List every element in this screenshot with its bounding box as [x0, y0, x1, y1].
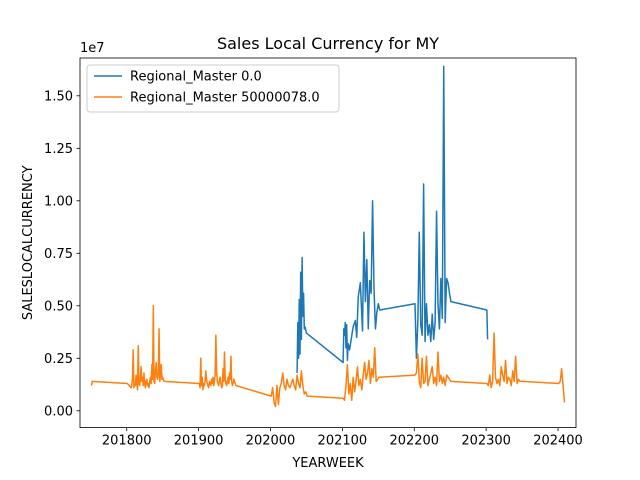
- x-tick-label: 202300: [461, 434, 511, 449]
- series-layer: [90, 65, 566, 408]
- legend-label-0: Regional_Master 0.0: [130, 70, 262, 85]
- x-tick-label: 202200: [389, 434, 439, 449]
- series-line-0: [296, 65, 489, 374]
- x-tick-label: 201800: [102, 434, 152, 449]
- y-axis-offset-label: 1e7: [80, 41, 105, 56]
- plot-frame: [79, 57, 577, 429]
- y-axis-label: SALESLOCALCURRENCY: [21, 165, 36, 320]
- x-axis-label: YEARWEEK: [291, 456, 364, 471]
- y-tick-label: 1.25: [44, 142, 73, 157]
- y-tick-label: 1.50: [44, 89, 73, 104]
- y-tick-label: 1.00: [44, 194, 73, 209]
- y-tick-label: 0.00: [44, 404, 73, 419]
- series-line-1: [90, 305, 566, 408]
- legend-box: [86, 64, 340, 113]
- chart-title: Sales Local Currency for MY: [217, 34, 439, 53]
- x-tick-label: 202100: [318, 434, 368, 449]
- y-tick-label: 0.75: [44, 247, 73, 262]
- x-tick-label: 202400: [533, 434, 583, 449]
- x-tick-label: 201900: [174, 434, 224, 449]
- x-tick-label: 202000: [246, 434, 296, 449]
- y-axis: 0.00 0.25 0.50 0.75 1.00 1.25 1.50: [44, 89, 80, 419]
- y-tick-label: 0.25: [44, 352, 73, 367]
- y-tick-label: 0.50: [44, 299, 73, 314]
- legend: Regional_Master 0.0 Regional_Master 5000…: [86, 64, 340, 113]
- legend-label-1: Regional_Master 50000078.0: [130, 91, 320, 106]
- x-axis: 201800 201900 202000 202100 202200 202300 2024…: [102, 427, 583, 449]
